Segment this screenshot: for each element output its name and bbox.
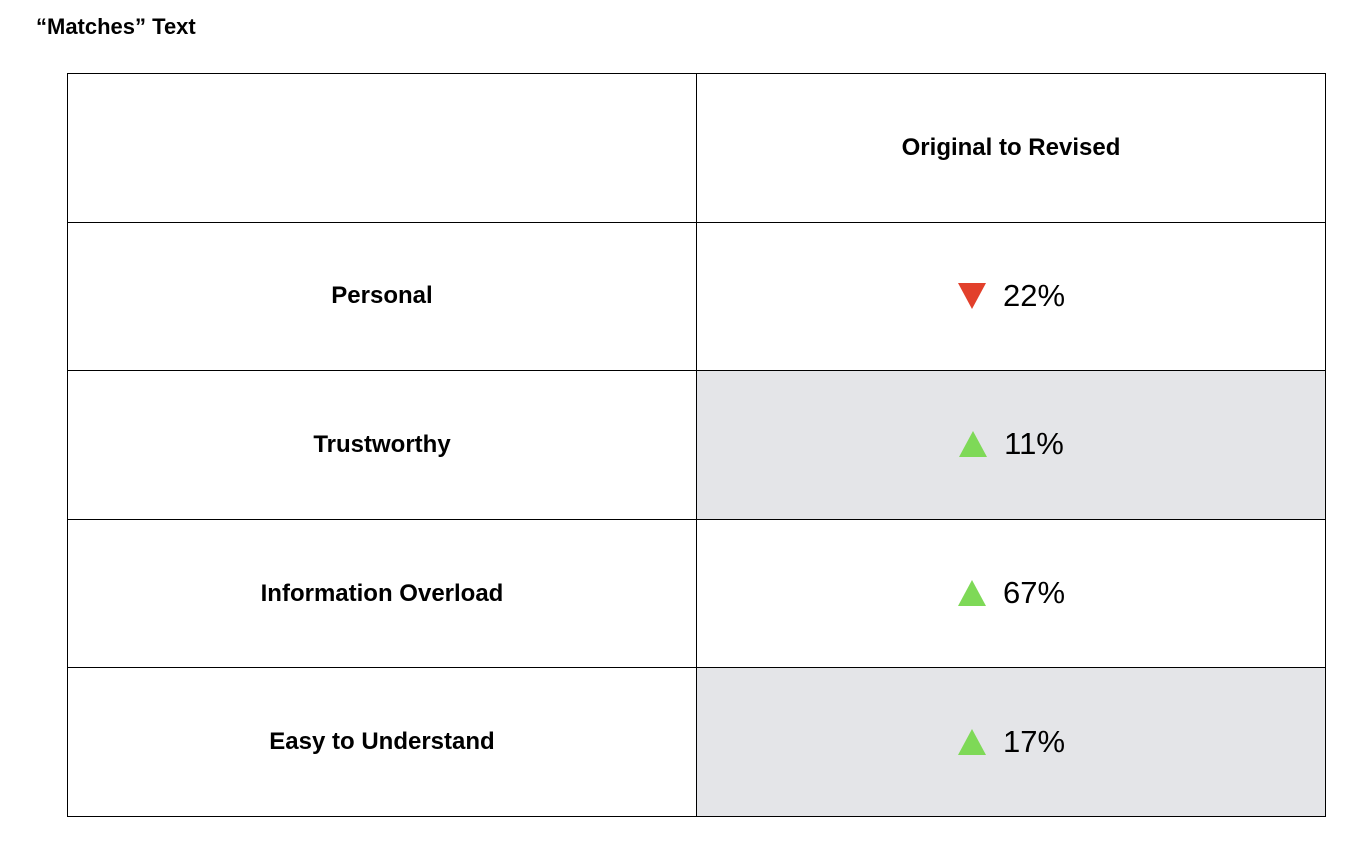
change-value: 17% (1002, 723, 1066, 759)
change-value: 22% (1002, 277, 1066, 313)
change-cell: 22% (696, 221, 1326, 372)
up-triangle (957, 580, 986, 607)
header-row: Original to Revised (67, 73, 1326, 223)
change: 67% (957, 575, 1065, 611)
trend-arrow (957, 580, 986, 607)
change: 17% (957, 724, 1065, 760)
up-triangle (957, 728, 986, 755)
change-value: 67% (1002, 575, 1066, 611)
trend-arrow (957, 728, 986, 755)
down-triangle (957, 282, 986, 309)
change-value: 11% (1004, 426, 1064, 462)
row-label: Information Overload (67, 518, 697, 669)
change-cell: 11% (696, 370, 1326, 520)
row-label: Personal (67, 221, 697, 372)
change: 22% (957, 278, 1065, 314)
change: 11% (958, 426, 1064, 462)
page-title: “Matches” Text (36, 14, 196, 39)
column-header: Original to Revised (696, 73, 1326, 223)
trend-arrow (957, 282, 986, 309)
row-label: Trustworthy (67, 370, 697, 520)
table-body: Original to Revised Personal 22% Trustwort… (67, 73, 1326, 817)
empty-header-cell (67, 73, 697, 223)
comparison-table: Original to Revised Personal 22% Trustwort… (67, 73, 1326, 817)
table-row: Easy to Understand 17% (67, 667, 1326, 817)
change-cell: 67% (696, 518, 1326, 669)
table-row: Information Overload 67% (67, 518, 1326, 669)
row-label: Easy to Understand (67, 667, 697, 817)
table-row: Trustworthy 11% (67, 370, 1326, 520)
change-cell: 17% (696, 667, 1326, 817)
trend-arrow (959, 431, 988, 458)
up-triangle (959, 431, 988, 458)
table-row: Personal 22% (67, 221, 1326, 372)
